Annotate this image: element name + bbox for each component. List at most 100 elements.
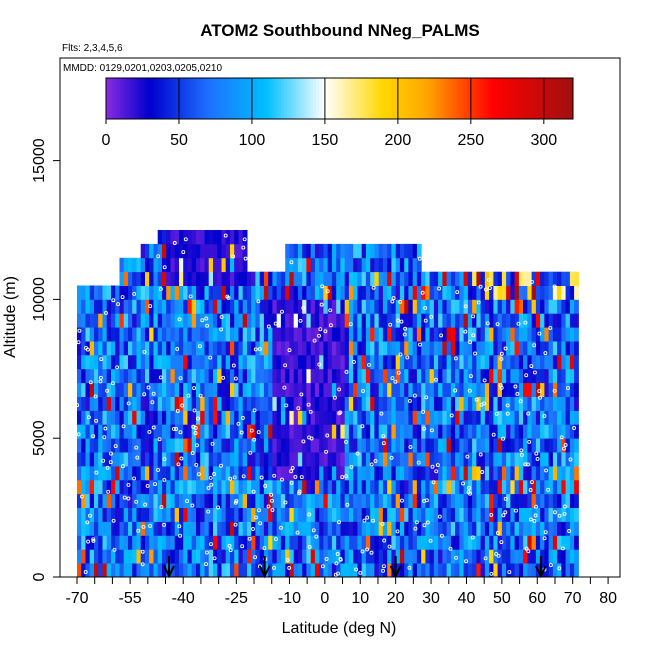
heatmap-cell <box>548 368 554 384</box>
heatmap-cell <box>506 382 511 397</box>
colorbar-segment <box>251 78 256 119</box>
heatmap-cell <box>196 382 201 397</box>
heatmap-cell <box>365 368 371 384</box>
heatmap-cell <box>293 563 299 578</box>
heatmap-cell <box>174 230 180 245</box>
heatmap-cell <box>365 563 371 578</box>
heatmap-cell <box>157 452 163 467</box>
heatmap-cell <box>255 313 261 328</box>
heatmap-cell <box>455 479 460 495</box>
sample-marker <box>533 513 538 518</box>
heatmap-cell <box>183 271 188 286</box>
heatmap-cell <box>94 285 99 300</box>
heatmap-cell <box>89 313 95 328</box>
heatmap-cell <box>119 396 125 411</box>
heatmap-cell <box>238 341 244 356</box>
heatmap-cell <box>200 410 205 425</box>
heatmap-cell <box>221 535 227 550</box>
heatmap-cell <box>179 549 184 564</box>
heatmap-cell <box>149 285 154 300</box>
heatmap-cell <box>119 535 125 550</box>
heatmap-cell <box>310 438 316 453</box>
heatmap-cell <box>518 507 524 522</box>
heatmap-cell <box>336 493 341 508</box>
heatmap-cell <box>540 563 545 578</box>
colorbar-segment <box>141 78 145 119</box>
heatmap-cell <box>302 271 307 286</box>
heatmap-cell <box>123 327 129 342</box>
colorbar-segment <box>432 78 437 119</box>
heatmap-cell <box>442 452 448 467</box>
colorbar-segment <box>502 78 507 119</box>
heatmap-cell <box>302 410 307 425</box>
heatmap-cell <box>247 479 252 495</box>
sample-marker <box>103 426 108 431</box>
heatmap-cell <box>404 271 409 286</box>
heatmap-cell <box>179 466 184 481</box>
heatmap-cell <box>263 424 269 439</box>
heatmap-cell <box>395 341 401 356</box>
heatmap-cell <box>357 257 363 273</box>
heatmap-cell <box>569 466 575 481</box>
heatmap-cell <box>450 479 456 495</box>
heatmap-cell <box>514 479 520 495</box>
heatmap-cell <box>297 507 303 522</box>
heatmap-cell <box>472 466 477 481</box>
heatmap-cell <box>132 341 137 356</box>
heatmap-cell <box>455 382 460 397</box>
colorbar-segment <box>526 78 530 119</box>
heatmap-cell <box>276 341 282 356</box>
heatmap-cell <box>166 299 171 314</box>
heatmap-cell <box>382 341 388 356</box>
heatmap-cell <box>132 299 137 314</box>
heatmap-cell <box>123 396 129 411</box>
heatmap-cell <box>506 438 511 453</box>
colorbar-segment <box>170 78 174 119</box>
heatmap-cell <box>280 271 286 286</box>
heatmap-cell <box>391 396 397 411</box>
heatmap-cell <box>297 285 303 300</box>
heatmap-cell <box>331 243 337 259</box>
heatmap-cell <box>561 271 567 286</box>
heatmap-cell <box>361 438 367 453</box>
heatmap-cell <box>204 271 210 286</box>
heatmap-cell <box>561 535 567 550</box>
heatmap-cell <box>489 535 494 550</box>
heatmap-cell <box>344 493 350 508</box>
heatmap-cell <box>446 368 452 384</box>
heatmap-cell <box>285 535 290 550</box>
heatmap-cell <box>280 368 286 384</box>
heatmap-cell <box>425 285 431 300</box>
heatmap-cell <box>425 327 431 342</box>
heatmap-cell <box>280 327 286 342</box>
heatmap-cell <box>140 507 146 522</box>
colorbar-segment <box>424 78 428 119</box>
heatmap-cell <box>357 299 363 314</box>
heatmap-cell <box>234 313 239 328</box>
heatmap-cell <box>331 341 337 356</box>
heatmap-cell <box>336 327 341 342</box>
heatmap-cell <box>251 438 256 453</box>
heatmap-cell <box>94 410 99 425</box>
heatmap-cell <box>442 521 448 536</box>
heatmap-cell <box>540 466 545 481</box>
heatmap-cell <box>98 410 103 425</box>
heatmap-cell <box>280 396 286 411</box>
heatmap-cell <box>140 438 146 453</box>
heatmap-cell <box>323 396 329 411</box>
heatmap-cell <box>416 479 422 495</box>
heatmap-cell <box>153 243 159 259</box>
heatmap-cell <box>319 479 324 495</box>
heatmap-cell <box>208 452 214 467</box>
heatmap-cell <box>395 257 401 273</box>
heatmap-cell <box>331 396 337 411</box>
heatmap-cell <box>204 466 210 481</box>
heatmap-cell <box>416 438 422 453</box>
heatmap-cell <box>340 549 346 564</box>
heatmap-cell <box>344 424 350 439</box>
colorbar-segment <box>149 78 154 119</box>
heatmap-cell <box>106 368 112 384</box>
colorbar-segment <box>327 78 332 119</box>
heatmap-cell <box>98 493 103 508</box>
heatmap-cell <box>119 507 125 522</box>
